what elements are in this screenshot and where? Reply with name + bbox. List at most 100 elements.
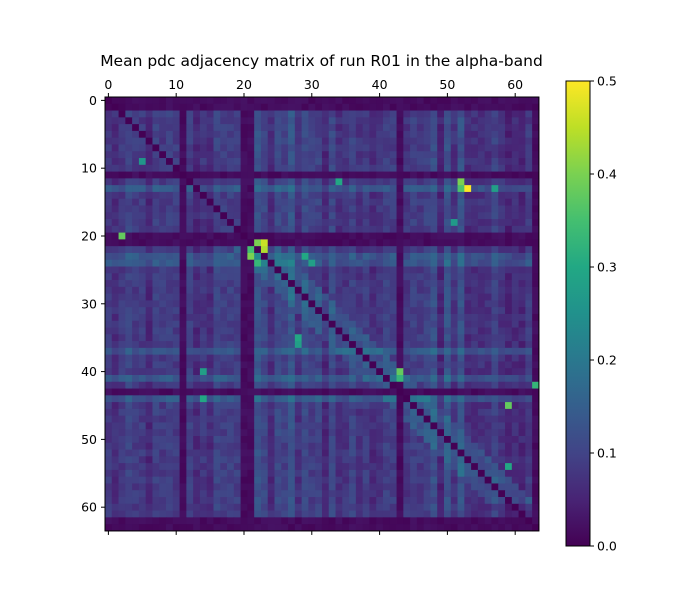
heatmap-cell xyxy=(328,212,336,220)
heatmap-cell xyxy=(118,259,126,267)
heatmap-cell xyxy=(437,164,445,172)
heatmap-cell xyxy=(491,273,499,281)
heatmap-cell xyxy=(213,259,221,267)
heatmap-cell xyxy=(138,354,147,362)
heatmap-cell xyxy=(288,497,296,505)
heatmap-cell xyxy=(186,110,194,118)
heatmap-cell xyxy=(247,259,255,267)
heatmap-cell xyxy=(518,110,526,118)
heatmap-cell xyxy=(416,422,425,430)
y-tick-label: 0 xyxy=(89,93,97,108)
heatmap-cell xyxy=(518,246,526,254)
heatmap-cell xyxy=(193,402,201,410)
heatmap-cell xyxy=(227,205,235,213)
heatmap-cell xyxy=(471,97,479,105)
heatmap-cell xyxy=(457,307,465,315)
heatmap-cell xyxy=(193,280,201,288)
heatmap-cell xyxy=(220,164,228,172)
heatmap-cell xyxy=(172,374,180,383)
heatmap-cell xyxy=(260,300,269,308)
heatmap-cell xyxy=(240,137,248,145)
heatmap-cell xyxy=(105,402,113,410)
heatmap-cell xyxy=(132,307,140,315)
heatmap-cell xyxy=(328,510,336,518)
x-tick-label: 0 xyxy=(104,77,112,92)
heatmap-cell xyxy=(152,266,160,274)
heatmap-cell xyxy=(179,205,187,213)
heatmap-cell xyxy=(484,361,492,369)
heatmap-cell xyxy=(396,137,404,145)
heatmap-cell xyxy=(518,103,526,111)
heatmap-cell xyxy=(281,436,289,444)
colorbar-tick-label: 0.4 xyxy=(597,167,617,182)
heatmap-cell xyxy=(498,483,506,491)
heatmap-cell xyxy=(328,252,336,261)
heatmap-cell xyxy=(376,185,384,193)
heatmap-cell xyxy=(166,449,174,457)
heatmap-cell xyxy=(172,456,180,464)
heatmap-cell xyxy=(247,402,255,410)
heatmap-cell xyxy=(240,354,248,362)
heatmap-cell xyxy=(105,225,113,233)
heatmap-cell xyxy=(294,103,303,111)
heatmap-cell xyxy=(464,286,472,295)
heatmap-cell xyxy=(213,334,221,342)
heatmap-cell xyxy=(159,205,167,213)
heatmap-cell xyxy=(376,395,384,403)
heatmap-cell xyxy=(410,503,418,511)
heatmap-cell xyxy=(301,354,309,362)
heatmap-cell xyxy=(220,158,228,166)
heatmap-cell xyxy=(281,97,289,105)
heatmap-cell xyxy=(389,185,397,193)
heatmap-cell xyxy=(199,524,208,532)
heatmap-cell xyxy=(274,164,282,172)
heatmap-cell xyxy=(410,490,418,498)
heatmap-cell xyxy=(138,205,147,213)
heatmap-cell xyxy=(518,239,526,247)
heatmap-cell xyxy=(416,347,425,356)
heatmap-cell xyxy=(376,286,384,295)
heatmap-cell xyxy=(444,266,452,274)
heatmap-cell xyxy=(288,517,296,525)
heatmap-cell xyxy=(159,232,167,240)
heatmap-cell xyxy=(382,476,391,484)
heatmap-cell xyxy=(382,117,391,125)
heatmap-cell xyxy=(369,144,377,152)
heatmap-cell xyxy=(396,354,404,362)
heatmap-cell xyxy=(254,456,262,464)
heatmap-cell xyxy=(294,436,303,444)
heatmap-cell xyxy=(328,517,336,525)
heatmap-cell xyxy=(281,137,289,145)
heatmap-cell xyxy=(220,171,228,179)
heatmap-cell xyxy=(186,286,194,295)
heatmap-cell xyxy=(423,158,431,166)
heatmap-cell xyxy=(471,307,479,315)
heatmap-cell xyxy=(498,361,506,369)
heatmap-cell xyxy=(416,408,425,417)
heatmap-cell xyxy=(288,408,296,417)
heatmap-cell xyxy=(450,158,458,166)
heatmap-cell xyxy=(525,164,533,172)
heatmap-cell xyxy=(477,198,486,206)
heatmap-cell xyxy=(125,476,133,484)
heatmap-cell xyxy=(410,463,418,471)
heatmap-cell xyxy=(294,191,303,200)
heatmap-cell xyxy=(186,280,194,288)
heatmap-cell xyxy=(335,103,343,111)
heatmap-cell xyxy=(247,510,255,518)
heatmap-cell xyxy=(206,436,214,444)
heatmap-cell xyxy=(491,395,499,403)
heatmap-cell xyxy=(396,347,404,356)
heatmap-cell xyxy=(396,273,404,281)
heatmap-cell xyxy=(247,422,255,430)
heatmap-cell xyxy=(315,130,323,139)
heatmap-cell xyxy=(240,259,248,267)
heatmap-cell xyxy=(471,185,479,193)
heatmap-cell xyxy=(254,137,262,145)
heatmap-cell xyxy=(166,503,174,511)
heatmap-cell xyxy=(321,476,330,484)
heatmap-cell xyxy=(505,219,513,227)
heatmap-cell xyxy=(328,273,336,281)
heatmap-cell xyxy=(335,463,343,471)
heatmap-cell xyxy=(111,151,119,159)
